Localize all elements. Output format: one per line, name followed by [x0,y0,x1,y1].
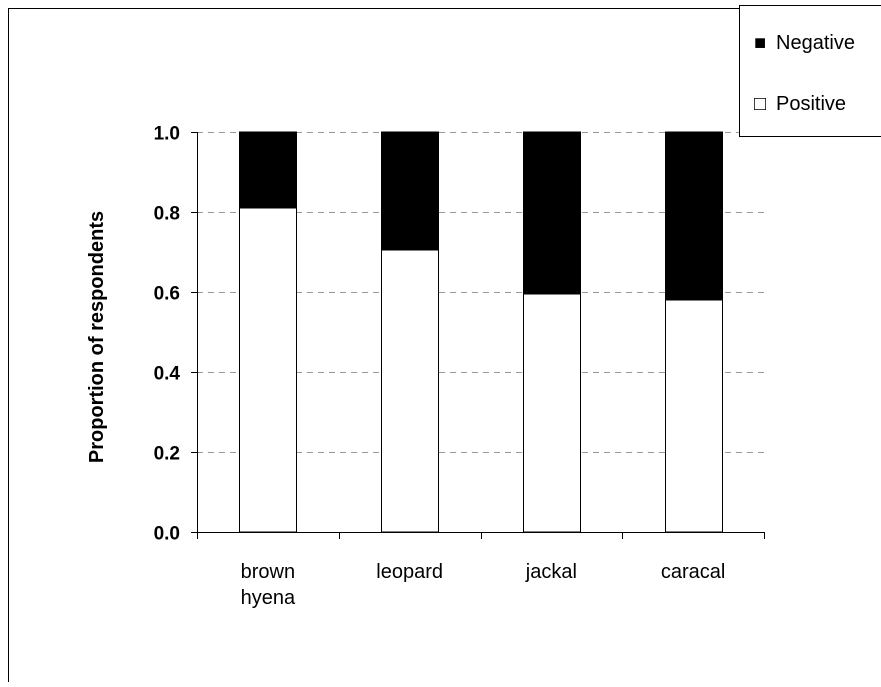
y-axis-title: Proportion of respondents [86,211,108,463]
bar-negative [524,132,581,294]
y-tick-label: 1.0 [154,124,180,145]
bar-negative [666,132,723,300]
legend: ■ Negative □ Positive [740,6,881,137]
y-tick-label: 0.2 [154,444,180,465]
bar-positive [666,300,723,532]
bar-negative [382,132,439,250]
x-tick-labels: brown hyena leopard jackal caracal [241,561,726,609]
y-tick-label: 0.0 [154,524,180,545]
bar-positive [524,294,581,532]
y-tick-labels: 0.0 0.2 0.4 0.6 0.8 1.0 [154,124,181,545]
x-tick-label: jackal [525,561,577,583]
legend-positive-label: Positive [776,93,846,115]
x-tick-label: brown [241,561,295,583]
legend-negative-marker: ■ [754,32,766,54]
x-tick-label: leopard [376,561,443,583]
legend-box [740,6,881,137]
y-tick-label: 0.6 [154,284,180,305]
y-tick-label: 0.4 [154,364,181,385]
x-tick-label: caracal [661,561,725,583]
legend-positive-marker: □ [754,93,766,115]
bar-negative [240,132,297,208]
x-tick-label: hyena [241,587,296,609]
y-tick-label: 0.8 [154,204,180,225]
bars [240,132,723,532]
bar-positive [240,208,297,532]
legend-negative-label: Negative [776,32,855,54]
bar-positive [382,250,439,532]
